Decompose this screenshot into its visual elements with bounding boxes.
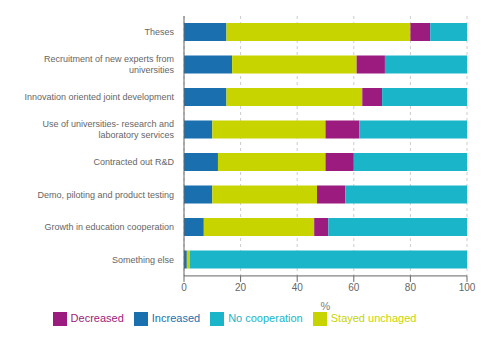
- svg-text:40: 40: [292, 282, 304, 293]
- svg-text:Use of universities- research: Use of universities- research andlaborat…: [42, 119, 174, 140]
- html-text:Decreased: Decreased: [70, 311, 124, 324]
- svg-text:Theses: Theses: [144, 27, 174, 37]
- html-text:Stayed unchaged: Stayed unchaged: [330, 311, 417, 324]
- svg-text:Contracted out R&D: Contracted out R&D: [93, 157, 174, 167]
- svg-text:60: 60: [348, 282, 360, 293]
- svg-text:100: 100: [459, 282, 476, 293]
- html-text:Increased: Increased: [151, 311, 201, 324]
- svg-text:Something else: Something else: [112, 255, 174, 265]
- svg-text:Recruitment of new experts fro: Recruitment of new experts fromuniversit…: [44, 54, 175, 75]
- svg-text:80: 80: [405, 282, 417, 293]
- svg-text:Growth in education cooperatio: Growth in education cooperation: [44, 222, 174, 232]
- html-text:No cooperation: No cooperation: [228, 311, 303, 324]
- svg-text:%: %: [321, 300, 331, 312]
- svg-text:Demo, piloting and product tes: Demo, piloting and product testing: [37, 190, 174, 200]
- svg-text:Innovation oriented joint deve: Innovation oriented joint development: [24, 92, 174, 102]
- svg-text:20: 20: [235, 282, 247, 293]
- svg-text:0: 0: [181, 282, 187, 293]
